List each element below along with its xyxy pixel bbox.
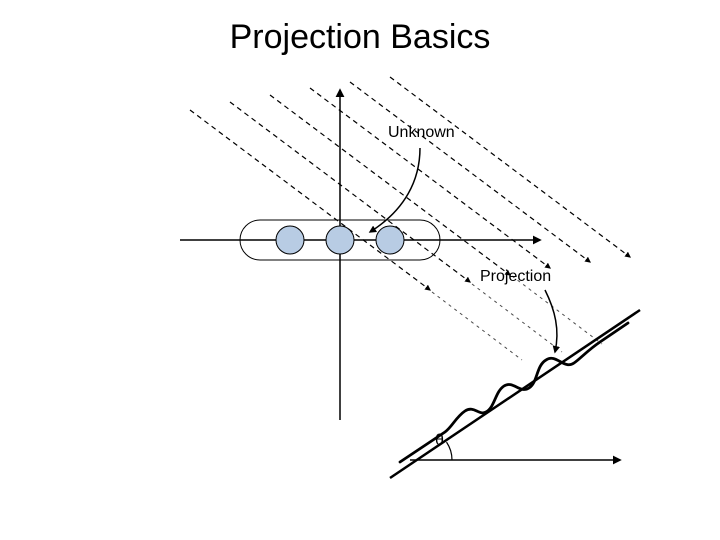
pointer-arrow-projection xyxy=(545,290,557,352)
projection-ray-0 xyxy=(190,110,430,290)
projection-ray-ghost-1 xyxy=(472,284,562,352)
object-circle-2 xyxy=(376,226,404,254)
projection-ray-5 xyxy=(390,77,630,257)
theta-arc xyxy=(447,442,452,460)
projection-ray-ghost-0 xyxy=(432,292,522,360)
detector-line xyxy=(390,310,640,478)
diagram-canvas xyxy=(0,0,720,540)
object-circle-1 xyxy=(326,226,354,254)
pointer-arrow-unknown xyxy=(370,148,420,232)
projection-ray-1 xyxy=(230,102,470,282)
projection-profile xyxy=(400,323,628,462)
object-circle-0 xyxy=(276,226,304,254)
